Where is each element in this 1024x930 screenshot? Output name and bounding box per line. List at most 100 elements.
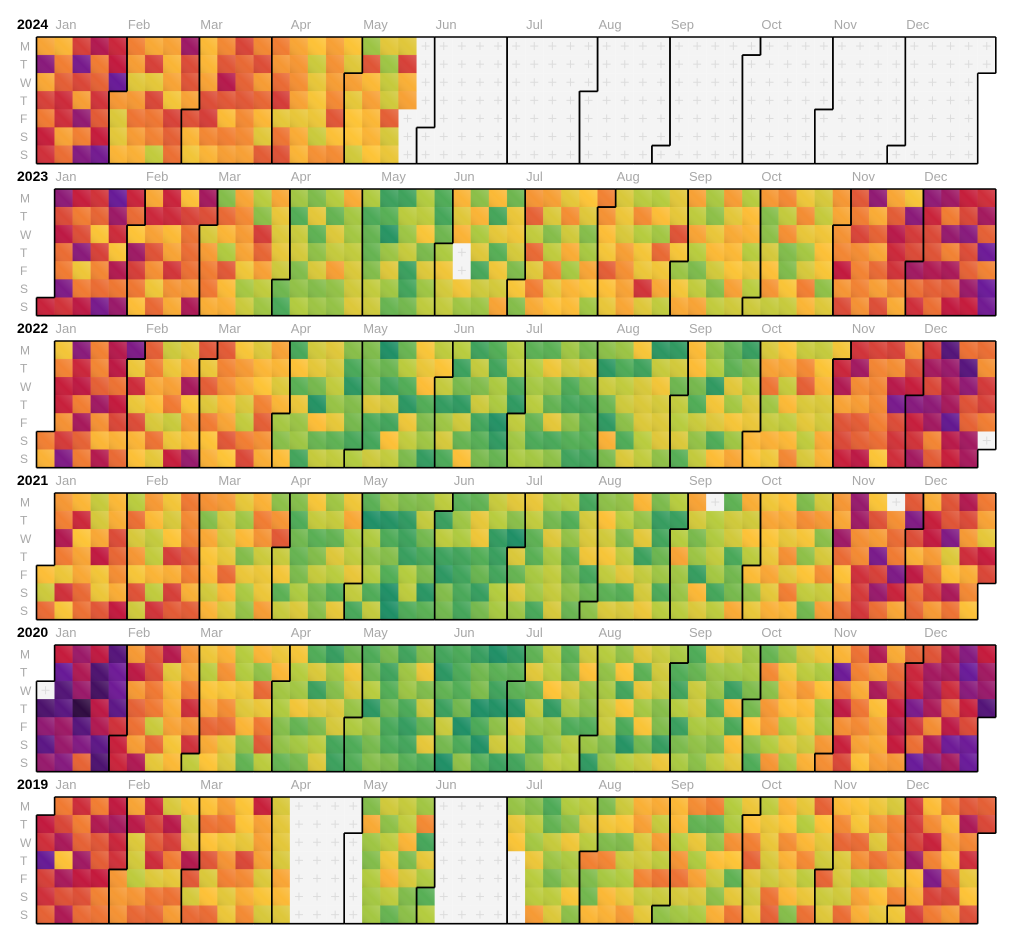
day-cell-shade xyxy=(199,449,218,468)
day-cell-shade xyxy=(127,753,146,772)
day-cell-shade xyxy=(72,225,91,244)
day-cell-shade xyxy=(54,73,73,92)
day-cell-shade xyxy=(90,887,109,906)
month-border xyxy=(904,188,997,317)
day-cell-shade xyxy=(923,699,942,718)
day-cell-shade xyxy=(145,583,164,602)
day-cell-shade xyxy=(163,431,182,450)
day-cell-shade xyxy=(362,145,381,164)
day-cell-shade xyxy=(416,243,435,262)
day-cell-shade xyxy=(832,449,851,468)
day-cell-shade xyxy=(832,359,851,378)
day-cell-shade xyxy=(308,565,327,584)
day-cell-shade xyxy=(344,583,363,602)
day-cell-shade xyxy=(380,547,399,566)
day-cell-shade xyxy=(36,717,55,736)
month-label: Jul xyxy=(526,17,543,32)
day-cell-shade xyxy=(308,395,327,414)
day-cell-shade xyxy=(507,297,526,316)
day-cell-shade xyxy=(163,413,182,432)
day-cell-shade xyxy=(90,833,109,852)
day-cell-shade xyxy=(778,699,797,718)
day-cell-shade xyxy=(127,279,146,298)
day-cell-shade xyxy=(832,493,851,512)
day-cell-shade xyxy=(163,243,182,262)
day-cell-shade xyxy=(326,735,345,754)
day-cell-shade xyxy=(54,189,73,208)
day-cell-shade xyxy=(380,869,399,888)
month-label: Mar xyxy=(200,17,223,32)
month-label: Feb xyxy=(128,625,150,640)
day-cell-shade xyxy=(742,189,761,208)
day-cell-shade xyxy=(525,493,544,512)
day-cell-shade xyxy=(362,493,381,512)
day-cell-shade xyxy=(199,109,218,128)
day-cell-shade xyxy=(145,797,164,816)
day-cell-shade xyxy=(507,189,526,208)
day-cell-shade xyxy=(597,511,616,530)
day-cell-shade xyxy=(923,261,942,280)
day-cell-shade xyxy=(959,225,978,244)
day-cell-shade xyxy=(326,55,345,74)
day-cell-shade xyxy=(181,145,200,164)
day-cell-shade xyxy=(724,645,743,664)
day-cell-shade xyxy=(579,189,598,208)
day-cell-shade xyxy=(579,583,598,602)
day-cell-shade xyxy=(416,225,435,244)
day-cell-shade xyxy=(398,753,417,772)
day-cell-shade xyxy=(72,869,91,888)
day-cell-shade xyxy=(543,207,562,226)
day-cell-shade xyxy=(507,583,526,602)
day-cell-shade xyxy=(597,905,616,924)
day-cell-shade xyxy=(127,55,146,74)
day-cell-shade xyxy=(851,851,870,870)
day-cell-shade xyxy=(362,583,381,602)
day-cell-shade xyxy=(670,431,689,450)
day-cell-shade xyxy=(507,529,526,548)
day-cell-shade xyxy=(181,887,200,906)
day-cell-shade xyxy=(851,869,870,888)
day-cell-shade xyxy=(597,529,616,548)
day-cell-shade xyxy=(398,717,417,736)
day-cell-shade xyxy=(832,511,851,530)
day-cell-shade xyxy=(796,511,815,530)
day-cell-shade xyxy=(398,547,417,566)
day-cell-shade xyxy=(72,395,91,414)
day-cell-shade xyxy=(851,833,870,852)
day-cell-shade xyxy=(832,565,851,584)
day-cell-shade xyxy=(344,717,363,736)
day-cell-shade xyxy=(108,73,127,92)
day-cell-shade xyxy=(434,565,453,584)
day-cell-shade xyxy=(525,243,544,262)
day-cell-shade xyxy=(54,493,73,512)
day-cell-shade xyxy=(905,681,924,700)
day-cell-shade xyxy=(36,73,55,92)
day-cell-shade xyxy=(579,645,598,664)
day-cell-shade xyxy=(90,279,109,298)
day-cell-shade xyxy=(344,279,363,298)
day-cell-shade xyxy=(633,851,652,870)
day-cell-shade xyxy=(977,529,996,548)
day-cell-shade xyxy=(615,887,634,906)
day-cell-shade xyxy=(832,645,851,664)
month-label: Jan xyxy=(56,473,77,488)
day-cell-shade xyxy=(235,449,254,468)
day-cell-shade xyxy=(217,359,236,378)
day-cell-shade xyxy=(217,663,236,682)
day-cell-shade xyxy=(145,449,164,468)
day-cell-shade xyxy=(507,511,526,530)
day-cell-shade xyxy=(145,279,164,298)
day-cell-shade xyxy=(235,341,254,360)
day-cell-shade xyxy=(869,699,888,718)
day-cell-shade xyxy=(905,547,924,566)
weekday-label: T xyxy=(20,818,28,832)
day-cell-shade xyxy=(398,511,417,530)
day-cell-shade xyxy=(380,145,399,164)
day-cell-shade xyxy=(760,413,779,432)
day-cell-shade xyxy=(905,887,924,906)
day-cell-shade xyxy=(253,73,272,92)
day-cell-shade xyxy=(869,297,888,316)
day-cell-shade xyxy=(253,225,272,244)
day-cell-shade xyxy=(199,645,218,664)
day-cell-shade xyxy=(54,145,73,164)
